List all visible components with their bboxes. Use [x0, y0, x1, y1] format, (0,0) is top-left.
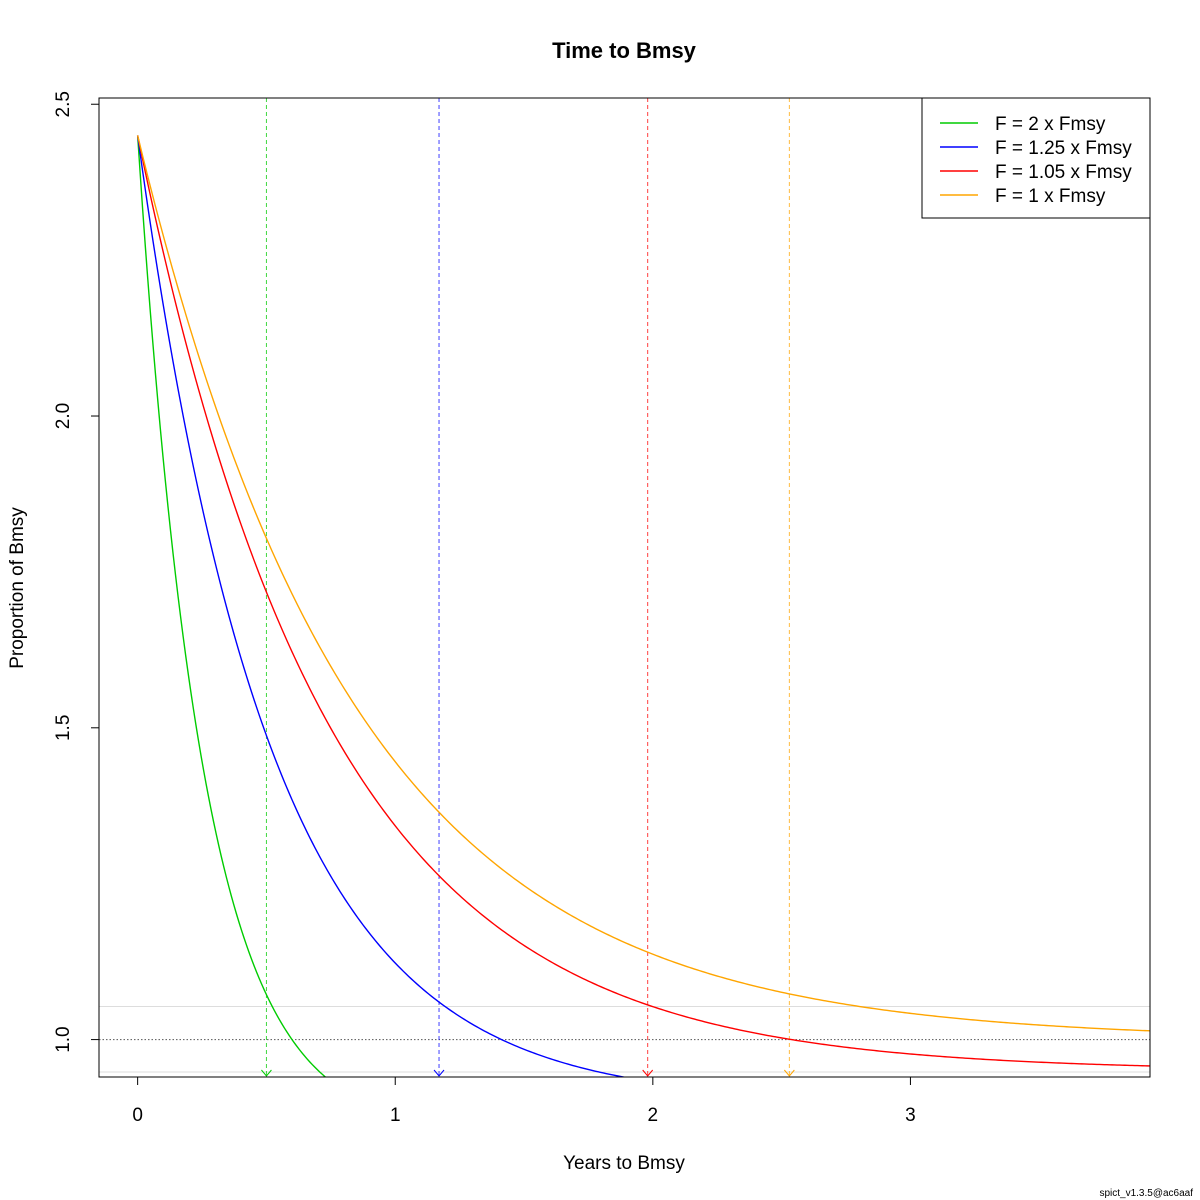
chart-title: Time to Bmsy	[552, 38, 697, 63]
legend-label-2: F = 1.05 x Fmsy	[995, 162, 1132, 183]
series-line-2	[136, 135, 1150, 1067]
y-tick-label-0: 1.0	[53, 1026, 74, 1052]
y-tick-label-3: 2.5	[53, 91, 74, 117]
x-tick-label-0: 0	[132, 1105, 143, 1126]
target-arrow-2	[642, 1069, 654, 1077]
x-tick-label-1: 1	[390, 1105, 401, 1126]
target-arrow-3	[783, 1069, 795, 1077]
series-line-0	[136, 135, 327, 1077]
legend-label-0: F = 2 x Fmsy	[995, 114, 1106, 135]
legend-label-1: F = 1.25 x Fmsy	[995, 138, 1132, 159]
target-arrow-0	[261, 1069, 272, 1077]
x-axis-label: Years to Bmsy	[563, 1153, 685, 1174]
x-axis: 0 1 2 3	[132, 1076, 916, 1126]
footnote: spict_v1.3.5@ac6aaf	[1099, 1188, 1193, 1199]
y-tick-label-2: 2.0	[53, 403, 74, 429]
plot-frame	[98, 97, 1151, 1078]
x-tick-label-3: 3	[905, 1105, 916, 1126]
y-axis-label: Proportion of Bmsy	[7, 507, 28, 669]
plot-area	[99, 98, 1150, 1077]
series-line-1	[136, 135, 628, 1077]
y-axis: 1.0 1.5 2.0 2.5	[53, 91, 100, 1053]
target-arrow-1	[433, 1069, 445, 1077]
legend: F = 2 x Fmsy F = 1.25 x Fmsy F = 1.05 x Fm…	[921, 97, 1151, 219]
x-tick-label-2: 2	[648, 1105, 659, 1126]
y-tick-label-1: 1.5	[53, 715, 74, 741]
legend-label-3: F = 1 x Fmsy	[995, 186, 1106, 207]
series-line-3	[136, 135, 1150, 1032]
legend-box	[921, 97, 1151, 219]
